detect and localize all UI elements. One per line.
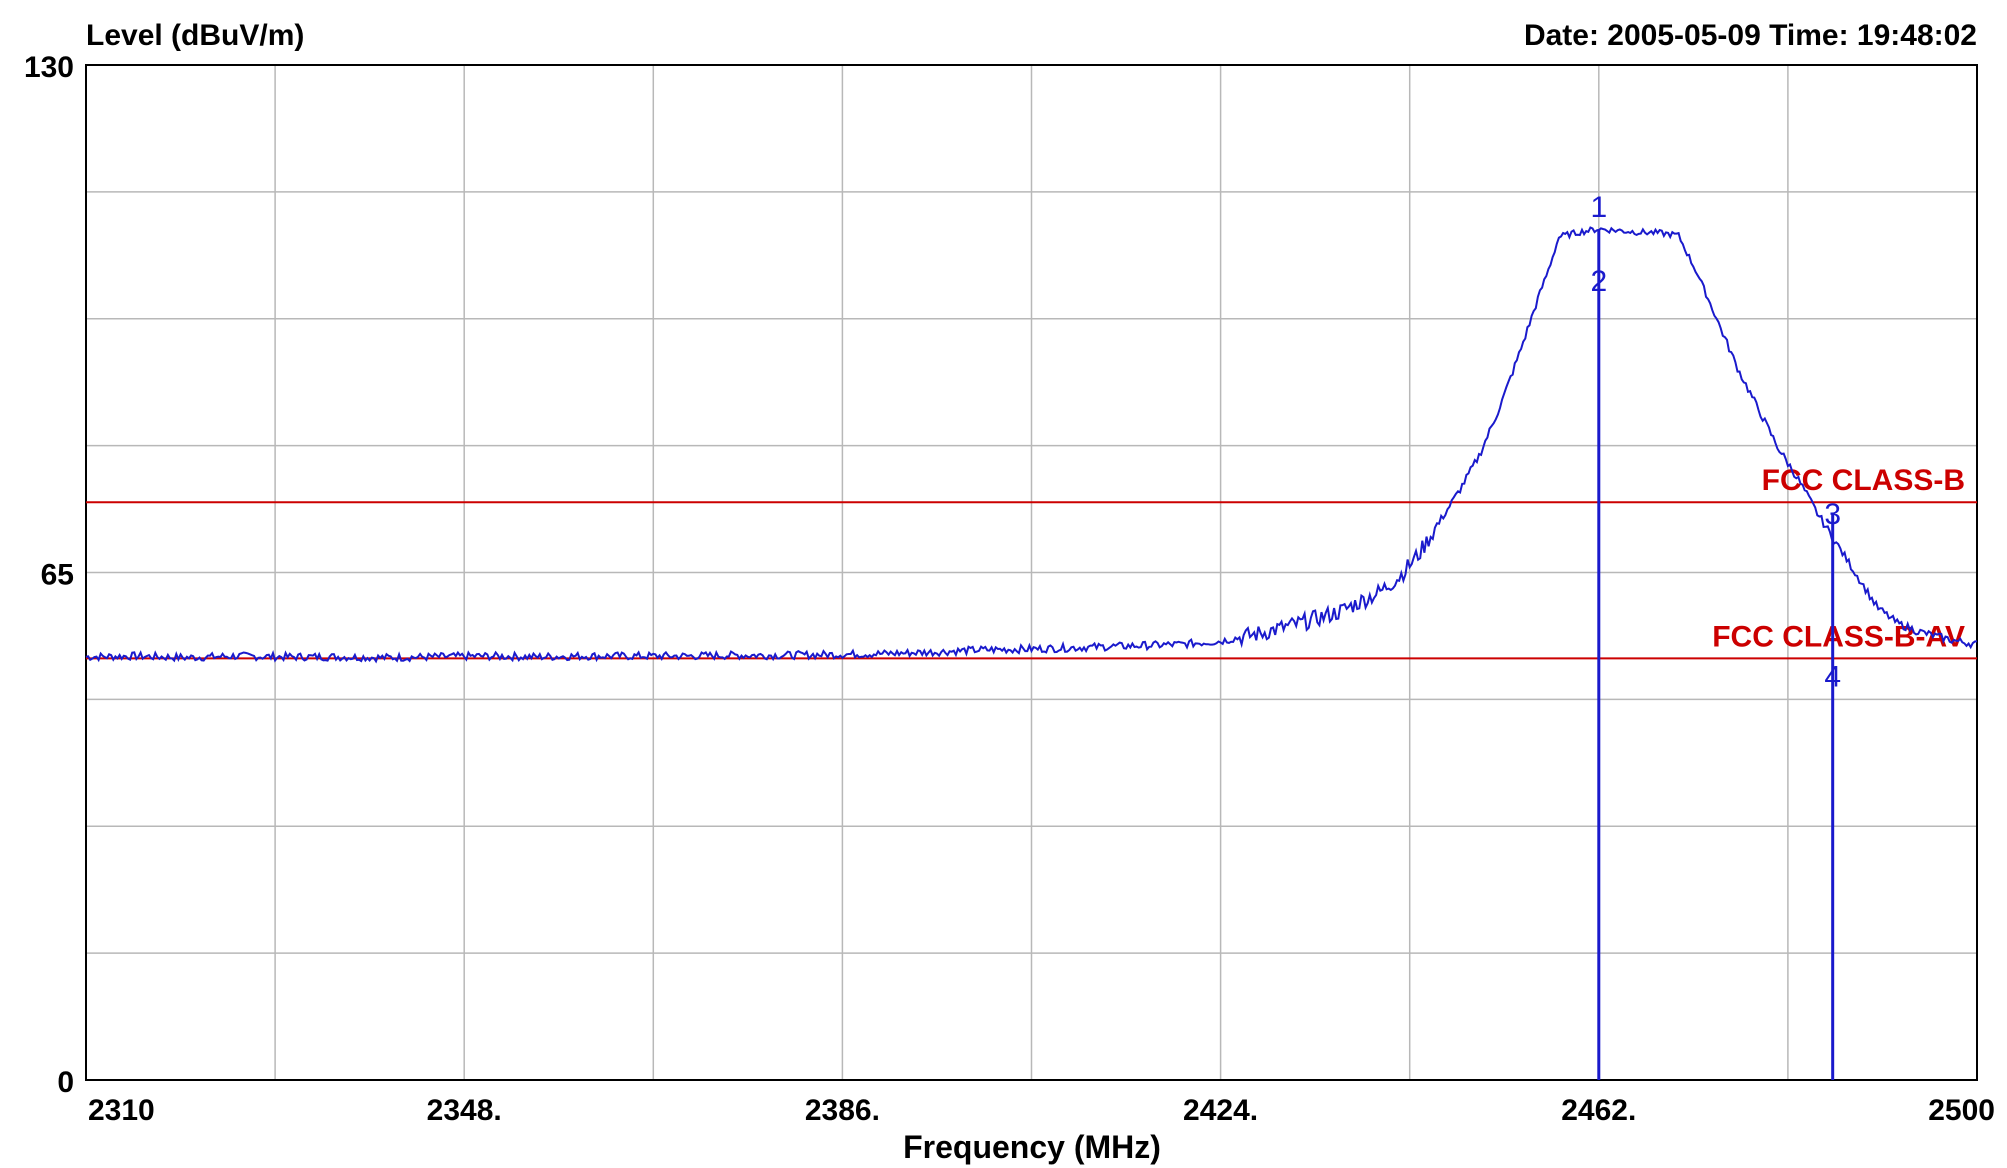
limit-line-label: FCC CLASS-B-AV [1712,620,1965,653]
marker-label: 4 [1824,660,1841,693]
header-left: Level (dBuV/m) [86,19,304,52]
plot-frame [85,64,1978,1081]
limit-line-label: FCC CLASS-B [1762,464,1965,497]
markers: 1 2 3 4 [1590,191,1841,1080]
x-tick-label: 2500 [1928,1094,1995,1127]
x-tick-label: 2386. [805,1094,880,1127]
series-line [85,226,1978,664]
grid-lines [86,65,1977,1080]
x-tick-label: 2424. [1183,1094,1258,1127]
marker-label: 1 [1590,191,1607,224]
x-tick-labels: 2310 2348. 2386. 2424. 2462. 2500 [88,1094,1995,1127]
series-group [85,226,1978,664]
x-tick-label: 2348. [427,1094,502,1127]
marker-label: 3 [1824,498,1841,531]
x-axis-title: Frequency (MHz) [903,1129,1161,1165]
y-tick-labels: 130 65 0 [24,51,74,1099]
y-tick-label: 0 [57,1066,74,1099]
marker-label: 2 [1590,265,1607,298]
x-tick-label: 2310 [88,1094,155,1127]
y-tick-label: 65 [41,559,74,592]
y-tick-label: 130 [24,51,74,84]
header-right: Date: 2005-05-09 Time: 19:48:02 [1524,19,1977,52]
x-tick-label: 2462. [1561,1094,1636,1127]
